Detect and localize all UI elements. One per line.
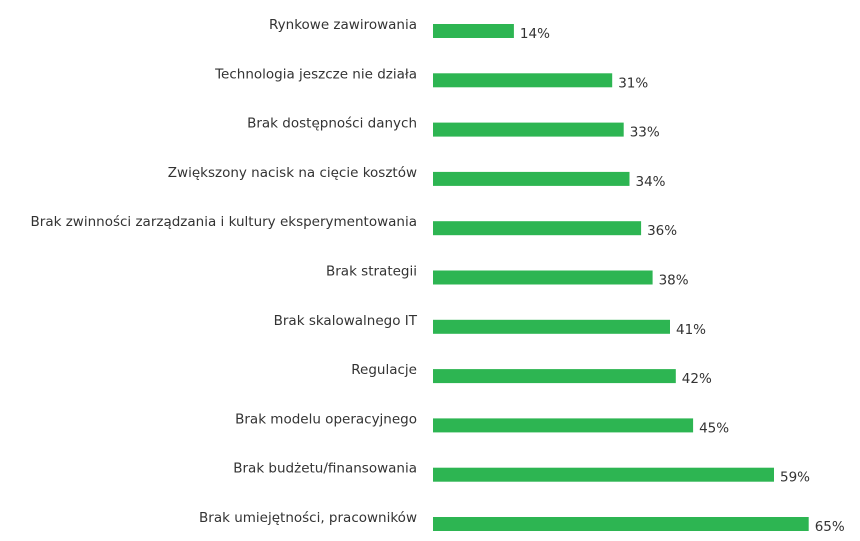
bar-4 [433, 171, 630, 186]
category-label-1: Rynkowe zawirowania [269, 17, 417, 33]
category-label-3: Brak dostępności danych [247, 116, 417, 132]
value-label-3: 33% [630, 125, 660, 141]
category-label-8: Regulacje [351, 362, 417, 378]
category-label-5: Brak zwinności zarządzania i kultury eks… [31, 214, 417, 230]
category-label-4: Zwiększony nacisk na cięcie kosztów [168, 165, 417, 181]
category-label-9: Brak modelu operacyjnego [235, 411, 417, 427]
bar-7 [433, 319, 670, 334]
category-label-7: Brak skalowalnego IT [274, 313, 418, 329]
bars-group [433, 24, 809, 531]
value-label-11: 65% [815, 519, 845, 535]
bar-5 [433, 221, 642, 236]
category-label-6: Brak strategii [326, 264, 417, 280]
category-labels-group: Rynkowe zawirowania Technologia jeszcze n… [31, 17, 418, 526]
bar-6 [433, 270, 653, 285]
value-label-1: 14% [520, 26, 550, 42]
bar-11 [433, 517, 809, 531]
value-label-5: 36% [647, 223, 677, 239]
value-label-7: 41% [676, 322, 706, 338]
value-label-6: 38% [659, 273, 689, 289]
bar-1 [433, 24, 514, 38]
value-labels-group: 14% 31% 33% 34% 36% 38% 41% 42% 45% 59% 65% [520, 26, 845, 535]
bar-10 [433, 467, 774, 482]
value-label-9: 45% [699, 420, 729, 436]
value-label-4: 34% [636, 174, 666, 190]
category-label-11: Brak umiejętności, pracowników [199, 510, 417, 526]
category-label-10: Brak budżetu/finansowania [233, 461, 417, 477]
bar-3 [433, 122, 624, 137]
value-label-10: 59% [780, 470, 810, 486]
value-label-2: 31% [618, 75, 648, 91]
value-label-8: 42% [682, 371, 712, 387]
category-label-2: Technologia jeszcze nie działa [214, 66, 417, 82]
bar-2 [433, 73, 613, 88]
bar-8 [433, 369, 676, 384]
bar-9 [433, 418, 694, 433]
